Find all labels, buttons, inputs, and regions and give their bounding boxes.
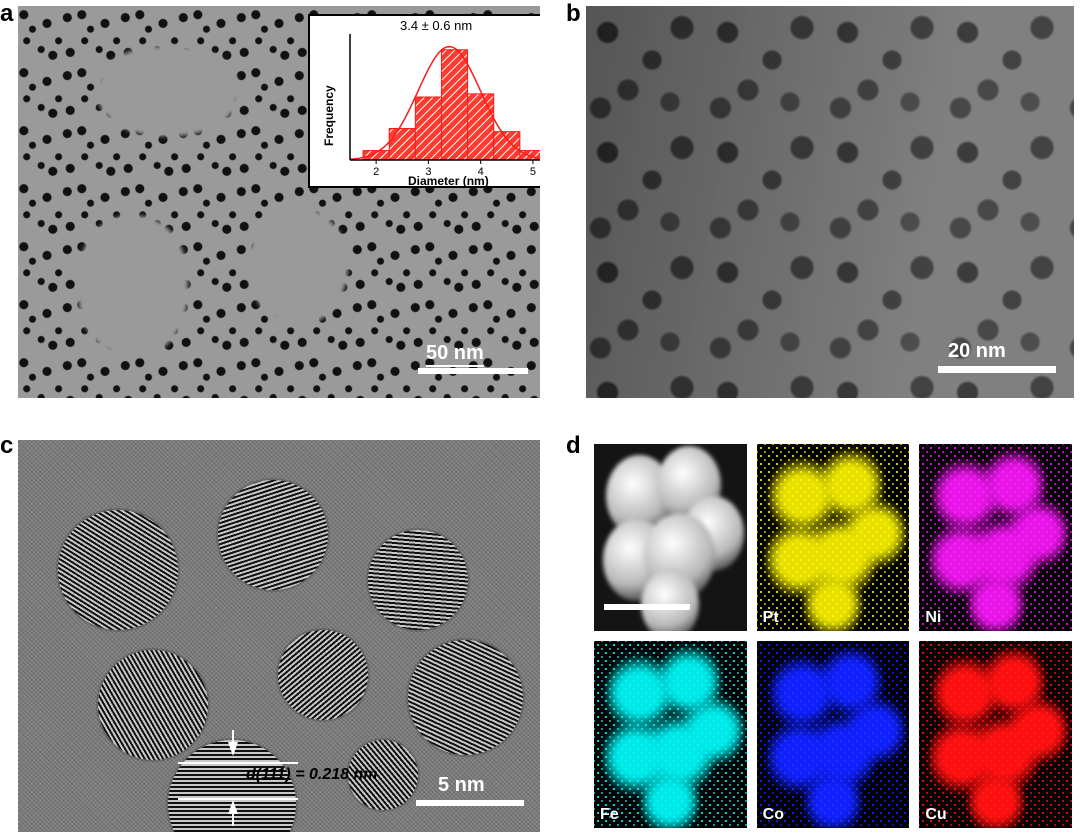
- eds-pixel-noise: [919, 641, 1072, 828]
- eds-pixel-noise: [757, 444, 910, 631]
- lattice-arrow-up-icon: [228, 800, 238, 814]
- eds-pixel-noise: [757, 641, 910, 828]
- eds-tile-cu: Cu: [919, 641, 1072, 828]
- lattice-guide-line: [178, 762, 298, 764]
- hrtem-particle: [278, 630, 368, 720]
- eds-element-label: Ni: [925, 609, 941, 627]
- eds-tile-co: Co: [757, 641, 910, 828]
- panel-c-scale-label: 5 nm: [438, 774, 485, 797]
- panel-c-image: d(111) = 0.218 nm 5 nm: [18, 440, 540, 832]
- panel-d-grid: Pt Ni Fe Co Cu: [594, 444, 1072, 828]
- panel-a-label: a: [0, 0, 13, 28]
- svg-text:2: 2: [373, 166, 379, 178]
- eds-element-label: Pt: [763, 609, 779, 627]
- panel-b-scalebar: [938, 366, 1056, 373]
- lattice-arrow-line: [232, 812, 234, 826]
- eds-tile-pt: Pt: [757, 444, 910, 631]
- panel-a-void: [78, 216, 188, 356]
- panel-c-label: c: [0, 432, 13, 460]
- lattice-spacing-annotation: d(111) = 0.218 nm: [246, 766, 377, 784]
- panel-b-image: 20 nm: [586, 6, 1074, 398]
- inset-y-label: Frequency: [322, 85, 336, 146]
- panel-a-inset: 3.4 ± 0.6 nm Frequency Diameter (nm) 234…: [308, 14, 540, 188]
- eds-element-label: Cu: [925, 806, 946, 824]
- figure-root: a 50 nm 3.4 ± 0.6 nm Frequency Diameter …: [0, 0, 1080, 837]
- panel-a-void: [98, 46, 238, 136]
- eds-pixel-noise: [919, 444, 1072, 631]
- panel-a-void: [248, 206, 348, 326]
- inset-x-label: Diameter (nm): [408, 174, 489, 188]
- eds-tile-fe: Fe: [594, 641, 747, 828]
- panel-b-label: b: [566, 0, 581, 28]
- panel-a-image: 50 nm 3.4 ± 0.6 nm Frequency Diameter (n…: [18, 6, 540, 398]
- panel-a-scalebar: [418, 368, 528, 374]
- hrtem-particle: [408, 640, 523, 755]
- panel-d-label: d: [566, 432, 581, 460]
- eds-pixel-noise: [594, 641, 747, 828]
- panel-a-scale-label: 50 nm: [426, 342, 484, 365]
- hrtem-particle: [368, 530, 468, 630]
- panel-b-scale-label: 20 nm: [948, 340, 1006, 363]
- lattice-guide-line: [178, 798, 298, 800]
- hrtem-particle: [218, 480, 328, 590]
- panel-c-scalebar: [416, 800, 524, 806]
- inset-chart: 2345: [310, 16, 540, 190]
- hrtem-particle: [58, 510, 178, 630]
- svg-text:5: 5: [530, 166, 536, 178]
- particle-blob: [641, 569, 699, 631]
- lattice-arrow-down-icon: [228, 742, 238, 756]
- eds-tile-ni: Ni: [919, 444, 1072, 631]
- eds-tile-haadf: [594, 444, 747, 631]
- inset-title: 3.4 ± 0.6 nm: [400, 18, 472, 33]
- eds-element-label: Co: [763, 806, 784, 824]
- panel-d-scalebar: [604, 604, 690, 610]
- eds-element-label: Fe: [600, 806, 619, 824]
- hrtem-particle: [98, 650, 208, 760]
